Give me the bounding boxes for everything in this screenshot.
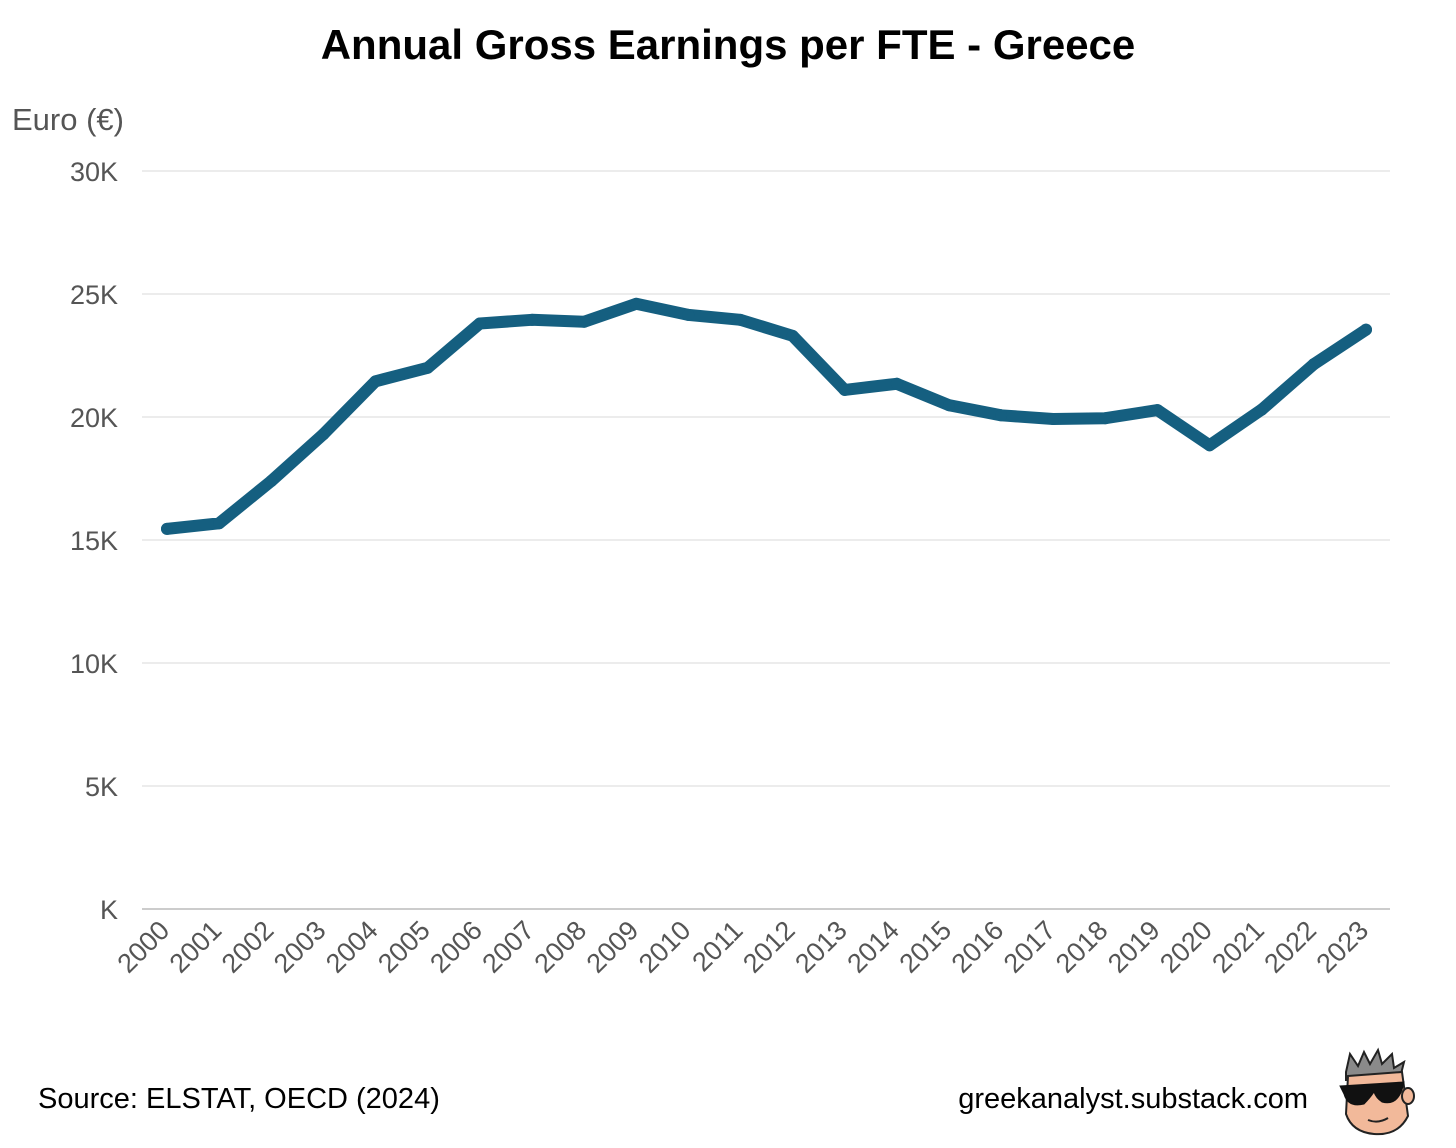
- data-point: [630, 297, 643, 310]
- data-point: [369, 375, 382, 388]
- y-axis-unit-label: Euro (€): [12, 102, 124, 137]
- series-layer: [161, 297, 1372, 535]
- data-point: [942, 399, 955, 412]
- x-tick-label: 2022: [1258, 915, 1322, 979]
- x-tick-label: 2003: [268, 915, 332, 979]
- x-tick-label: 2009: [581, 915, 645, 979]
- data-point: [421, 361, 434, 374]
- x-tick-label: 2019: [1102, 915, 1166, 979]
- data-point: [786, 329, 799, 342]
- data-point: [317, 428, 330, 441]
- y-axis-ticks: K 5K 10K 15K 20K 25K 30K: [70, 157, 118, 925]
- data-point: [1047, 412, 1060, 425]
- source-note: Source: ELSTAT, OECD (2024): [38, 1083, 440, 1115]
- data-point: [265, 474, 278, 487]
- data-point: [734, 313, 747, 326]
- data-point: [1255, 403, 1268, 416]
- y-tick-label: 15K: [70, 526, 118, 556]
- x-tick-label: 2014: [841, 915, 905, 979]
- data-point: [995, 409, 1008, 422]
- data-point: [838, 383, 851, 396]
- x-tick-label: 2017: [998, 915, 1062, 979]
- data-point: [578, 315, 591, 328]
- data-point: [161, 522, 173, 535]
- chart-title: Annual Gross Earnings per FTE - Greece: [321, 21, 1136, 68]
- x-tick-label: 2013: [789, 915, 853, 979]
- x-tick-label: 2005: [372, 915, 436, 979]
- y-tick-label: 10K: [70, 649, 118, 679]
- data-point: [890, 377, 903, 390]
- y-tick-label: 20K: [70, 403, 118, 433]
- data-point: [473, 317, 486, 330]
- x-tick-label: 2002: [216, 915, 280, 979]
- x-tick-label: 2000: [112, 915, 176, 979]
- x-axis-ticks: 2000200120022003200420052006200720082009…: [112, 915, 1375, 979]
- x-tick-label: 2007: [476, 915, 540, 979]
- gridlines: [142, 170, 1390, 910]
- series-line: [161, 297, 1372, 535]
- y-tick-label: 30K: [70, 157, 118, 187]
- data-point: [1359, 323, 1372, 336]
- y-tick-label: K: [100, 895, 118, 925]
- x-tick-label: 2008: [529, 915, 593, 979]
- data-point: [1099, 412, 1112, 425]
- x-tick-label: 2012: [737, 915, 801, 979]
- x-tick-label: 2015: [893, 915, 957, 979]
- x-tick-label: 2016: [946, 915, 1010, 979]
- site-credit: greekanalyst.substack.com: [958, 1083, 1308, 1115]
- x-tick-label: 2010: [633, 915, 697, 979]
- y-tick-label: 25K: [70, 280, 118, 310]
- sunglasses-mascot-icon: [1339, 1047, 1415, 1136]
- data-point: [1151, 404, 1164, 417]
- data-point: [213, 517, 226, 530]
- data-point: [525, 313, 538, 326]
- x-tick-label: 2006: [424, 915, 488, 979]
- data-point: [1203, 439, 1216, 452]
- y-tick-label: 5K: [85, 772, 118, 802]
- x-tick-label: 2011: [686, 915, 748, 977]
- x-tick-label: 2023: [1311, 915, 1375, 979]
- x-tick-label: 2001: [164, 915, 228, 979]
- x-tick-label: 2018: [1050, 915, 1114, 979]
- x-tick-label: 2020: [1154, 915, 1218, 979]
- x-tick-label: 2004: [320, 915, 384, 979]
- data-point: [682, 308, 695, 321]
- x-tick-label: 2021: [1206, 915, 1270, 979]
- data-point: [1307, 358, 1320, 371]
